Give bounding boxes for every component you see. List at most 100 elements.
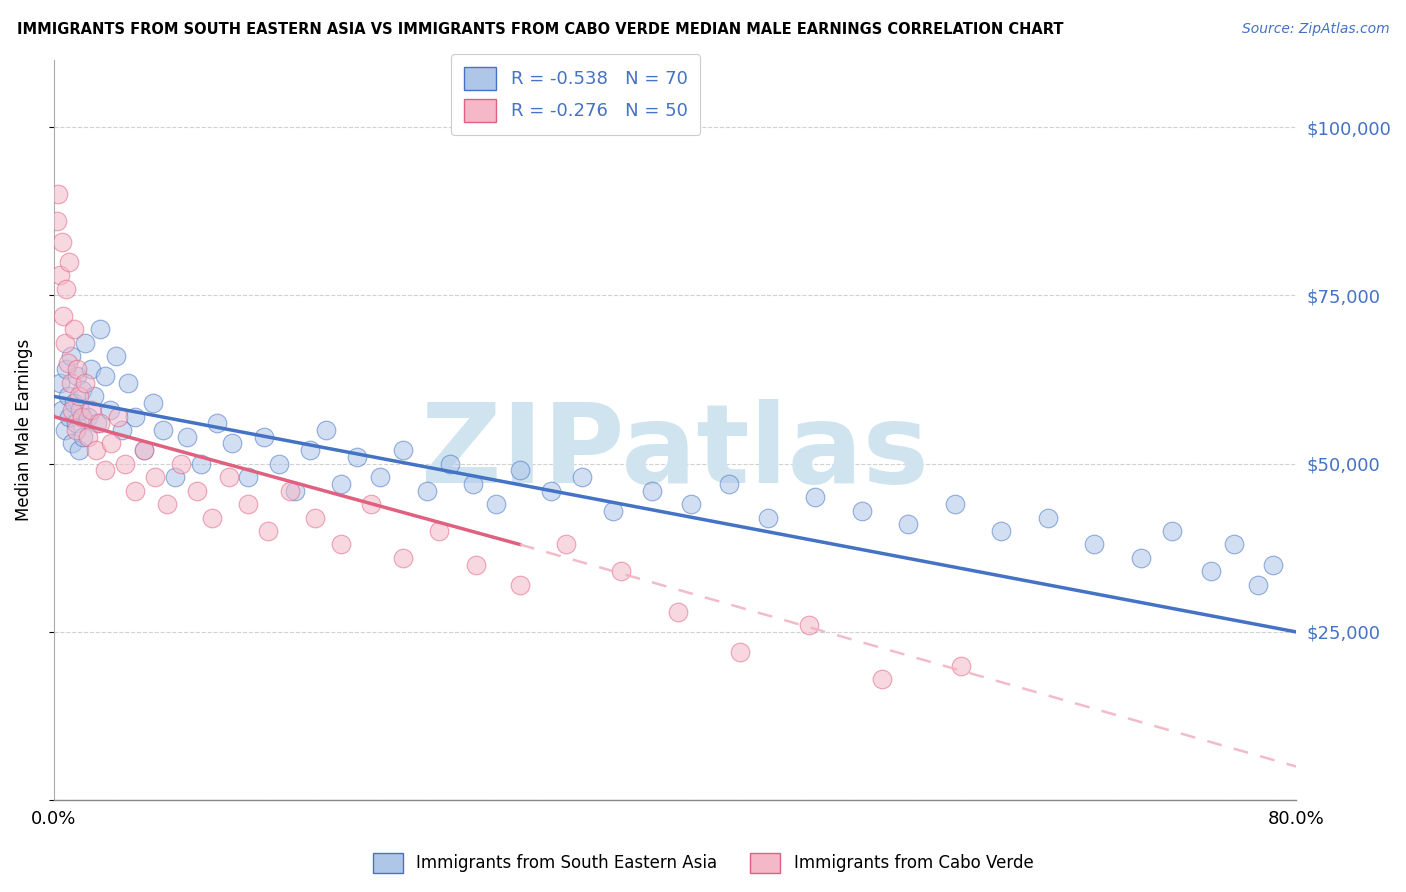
Point — [1130, 550, 1153, 565]
Point — [368, 470, 391, 484]
Point — [73, 335, 96, 350]
Point — [48, 187, 70, 202]
Point — [83, 389, 105, 403]
Point — [59, 376, 82, 390]
Point — [84, 443, 107, 458]
Point — [201, 510, 224, 524]
Point — [330, 476, 353, 491]
Point — [58, 409, 80, 424]
Point — [186, 483, 208, 498]
Point — [66, 362, 89, 376]
Point — [602, 504, 624, 518]
Point — [80, 362, 103, 376]
Point — [439, 457, 461, 471]
Point — [53, 423, 76, 437]
Point — [990, 524, 1012, 538]
Point — [152, 423, 174, 437]
Text: ZIPatlas: ZIPatlas — [422, 399, 929, 506]
Point — [257, 524, 280, 538]
Point — [100, 436, 122, 450]
Point — [89, 322, 111, 336]
Point — [943, 497, 966, 511]
Point — [610, 565, 633, 579]
Point — [94, 369, 117, 384]
Point — [143, 470, 166, 484]
Point — [98, 402, 121, 417]
Point — [1199, 565, 1222, 579]
Point — [49, 268, 72, 283]
Point — [70, 409, 93, 424]
Point — [299, 443, 322, 458]
Point — [851, 504, 873, 518]
Point — [52, 309, 75, 323]
Point — [176, 430, 198, 444]
Point — [45, 214, 67, 228]
Legend: R = -0.538   N = 70, R = -0.276   N = 50: R = -0.538 N = 70, R = -0.276 N = 50 — [451, 54, 700, 135]
Text: IMMIGRANTS FROM SOUTH EASTERN ASIA VS IMMIGRANTS FROM CABO VERDE MEDIAN MALE EAR: IMMIGRANTS FROM SOUTH EASTERN ASIA VS IM… — [17, 22, 1063, 37]
Point — [804, 491, 827, 505]
Point — [897, 517, 920, 532]
Text: Source: ZipAtlas.com: Source: ZipAtlas.com — [1241, 22, 1389, 37]
Point — [221, 436, 243, 450]
Point — [70, 383, 93, 397]
Point — [58, 254, 80, 268]
Point — [132, 443, 155, 458]
Point — [156, 497, 179, 511]
Point — [1261, 558, 1284, 572]
Point — [252, 430, 274, 444]
Point — [1083, 537, 1105, 551]
Point — [117, 376, 139, 390]
Point — [463, 476, 485, 491]
Point — [55, 282, 77, 296]
Point — [55, 362, 77, 376]
Point — [63, 322, 86, 336]
Point — [56, 389, 79, 403]
Point — [415, 483, 437, 498]
Point — [77, 409, 100, 424]
Point — [330, 537, 353, 551]
Point — [346, 450, 368, 464]
Point — [124, 409, 146, 424]
Point — [509, 463, 531, 477]
Point — [66, 369, 89, 384]
Point — [65, 423, 87, 437]
Point — [1161, 524, 1184, 538]
Point — [51, 402, 73, 417]
Point — [114, 457, 136, 471]
Point — [427, 524, 450, 538]
Point — [124, 483, 146, 498]
Point — [132, 443, 155, 458]
Point — [730, 645, 752, 659]
Point — [315, 423, 337, 437]
Point — [104, 349, 127, 363]
Point — [485, 497, 508, 511]
Point — [392, 443, 415, 458]
Point — [360, 497, 382, 511]
Point — [51, 235, 73, 249]
Point — [67, 389, 90, 403]
Point — [80, 402, 103, 417]
Point — [1223, 537, 1246, 551]
Point — [1036, 510, 1059, 524]
Point — [190, 457, 212, 471]
Point — [111, 423, 134, 437]
Point — [555, 537, 578, 551]
Point — [65, 417, 87, 431]
Point — [718, 476, 741, 491]
Point — [218, 470, 240, 484]
Point — [163, 470, 186, 484]
Point — [49, 376, 72, 390]
Point — [666, 605, 689, 619]
Point — [509, 578, 531, 592]
Point — [278, 483, 301, 498]
Point — [236, 497, 259, 511]
Point — [870, 672, 893, 686]
Point — [69, 402, 91, 417]
Point — [205, 417, 228, 431]
Y-axis label: Median Male Earnings: Median Male Earnings — [15, 339, 32, 521]
Point — [107, 409, 129, 424]
Point — [77, 430, 100, 444]
Point — [72, 430, 94, 444]
Point — [304, 510, 326, 524]
Point — [63, 396, 86, 410]
